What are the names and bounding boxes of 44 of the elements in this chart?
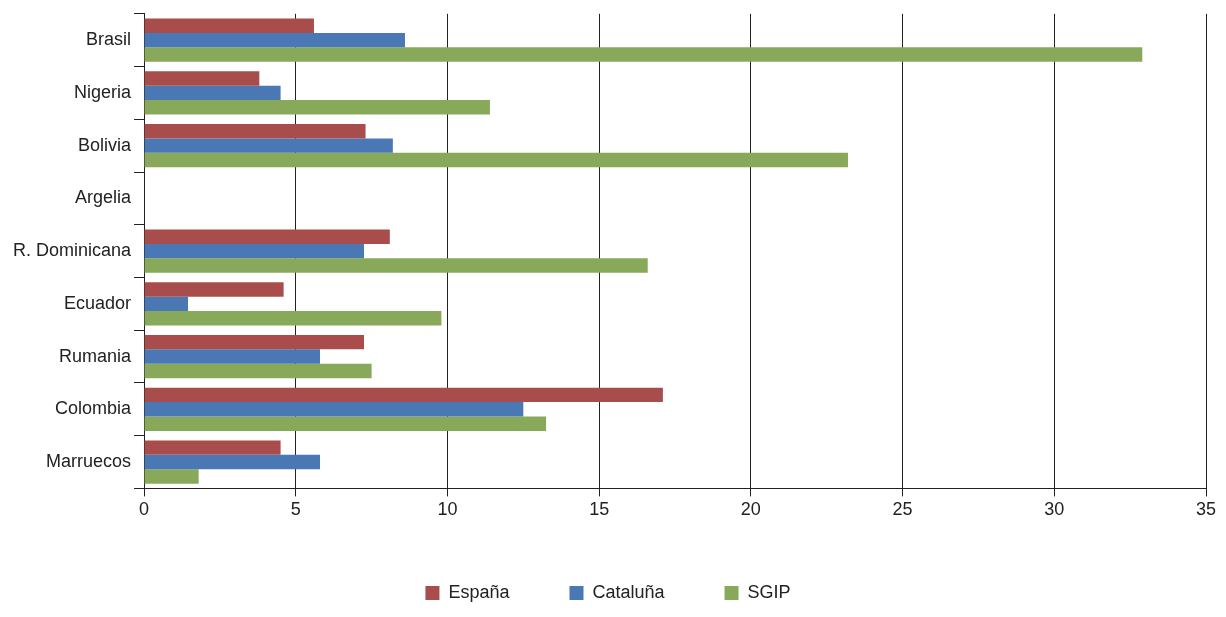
- y-tick-label: Colombia: [55, 398, 133, 419]
- bar: [144, 296, 189, 312]
- bar: [144, 229, 390, 244]
- bar: [144, 402, 524, 417]
- y-tick-label: Ecuador: [64, 292, 132, 313]
- y-tick-label: Argelia: [75, 187, 133, 208]
- bar: [144, 47, 1143, 62]
- legend-label: SGIP: [747, 581, 791, 602]
- x-tick-label: 35: [1195, 499, 1217, 520]
- x-tick-label: 0: [139, 499, 150, 520]
- x-tick-label: 30: [1044, 499, 1065, 520]
- bar: [144, 71, 260, 86]
- bar: [144, 32, 405, 48]
- bar: [144, 18, 314, 33]
- x-tick-label: 25: [892, 499, 913, 520]
- bar: [144, 100, 490, 115]
- legend-label: España: [448, 581, 511, 602]
- bar: [144, 387, 663, 403]
- bar: [144, 124, 366, 139]
- y-tick-label: Rumania: [59, 345, 133, 366]
- x-tick-label: 20: [740, 499, 761, 520]
- bar: [144, 258, 648, 273]
- y-tick-label: Nigeria: [74, 81, 133, 102]
- bar: [144, 334, 365, 350]
- x-tick-label: 10: [437, 499, 458, 520]
- x-tick-label: 15: [589, 499, 610, 520]
- bar: [144, 243, 365, 259]
- legend-label: Cataluña: [592, 581, 666, 602]
- bar: [144, 363, 372, 379]
- bar: [144, 416, 547, 431]
- y-tick-label: Bolivia: [78, 134, 133, 155]
- bar: [144, 349, 321, 364]
- bar: [144, 311, 442, 326]
- y-tick-label: R. Dominicana: [13, 240, 133, 261]
- bar: [144, 440, 281, 455]
- bar: [144, 454, 321, 470]
- bar: [144, 469, 199, 484]
- x-tick-label: 5: [290, 499, 301, 520]
- y-tick-label: Marruecos: [46, 451, 132, 471]
- bar: [144, 282, 284, 297]
- y-tick-label: Brasil: [86, 29, 132, 50]
- bar: [144, 138, 393, 153]
- bar: [144, 152, 848, 168]
- bar: [144, 85, 281, 101]
